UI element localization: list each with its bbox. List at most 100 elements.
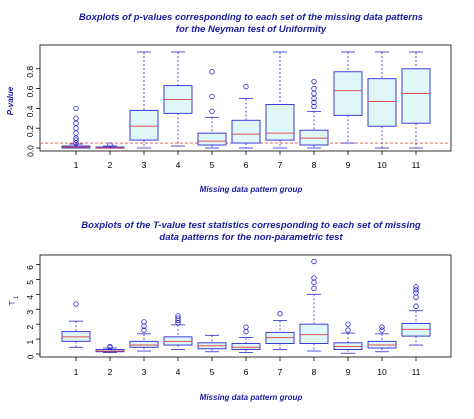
chart2-box-6: [231, 324, 261, 353]
chart1-panel: 0.0 0.2 0.4 0.6 0.8 1 2 3 4 5 6 7 8 9 10 11: [25, 44, 452, 170]
outlier-point: [311, 285, 317, 292]
outlier-point: [345, 321, 351, 327]
chart1-box-2: [95, 142, 125, 149]
outlier-point: [141, 319, 147, 325]
chart2-box-5: [197, 334, 227, 353]
outlier-point: [107, 343, 113, 350]
chart1-box-7: [265, 51, 295, 149]
box-iqr: [333, 71, 363, 116]
chart2-box-9: [333, 321, 363, 354]
outlier-point: [413, 290, 419, 296]
chart1-ytick-label: 0.8: [25, 66, 35, 78]
outlier-point: [345, 327, 351, 333]
box-iqr: [299, 323, 329, 345]
chart1-ytick-label: 0.4: [25, 105, 35, 117]
chart1-xtick-label: 11: [412, 160, 421, 170]
chart2-box-1: [61, 301, 91, 348]
outlier-point: [311, 258, 317, 265]
outlier-point: [73, 105, 79, 112]
chart1-box-8: [299, 78, 329, 149]
outlier-point: [413, 284, 419, 290]
chart1-box-1: [61, 105, 91, 149]
chart2-panel: 0 1 2 3 4 5 6 1 2 3 4 5 6 7 8 9 10 11: [25, 254, 452, 377]
chart1-xtick-label: 10: [377, 160, 387, 170]
chart1-ytick-label: 0.0: [25, 145, 35, 157]
chart1-box-10: [367, 51, 397, 149]
chart2-xtick-label: 8: [312, 367, 317, 377]
box-iqr: [231, 343, 261, 350]
chart1-box-4: [163, 51, 193, 147]
box-iqr: [401, 68, 431, 124]
plots: 0.0 0.2 0.4 0.6 0.8 1 2 3 4 5 6 7 8 9 10 11 0 1 2 3 4 5 6 1 2 3 4 5…: [25, 44, 452, 377]
chart1-xtick-label: 5: [210, 160, 215, 170]
chart2-title-line2: data patterns for the non-parametric tes…: [159, 232, 343, 243]
chart2-xtick-label: 4: [176, 367, 181, 377]
outlier-point: [413, 287, 419, 293]
outlier-point: [243, 328, 249, 335]
outlier-point: [243, 83, 249, 90]
box-iqr: [129, 109, 159, 141]
outlier-point: [73, 115, 79, 121]
chart2-box-8: [299, 258, 329, 352]
chart1-ytick-label: 0.6: [25, 85, 35, 97]
chart1-frame: [39, 44, 452, 152]
chart2-box-4: [163, 313, 193, 350]
chart2-xtick-label: 2: [108, 367, 113, 377]
chart2-xtick-label: 7: [278, 367, 283, 377]
chart2-ytick-label: 3: [25, 310, 35, 315]
chart2-xtick-label: 9: [346, 367, 351, 377]
chart2-ytick-label: 4: [25, 295, 35, 300]
chart2-box-7: [265, 311, 295, 350]
outlier-point: [311, 78, 317, 85]
chart1-title-line1: Boxplots of p-values corresponding to ea…: [79, 12, 423, 23]
chart2-xtick-label: 11: [412, 367, 421, 377]
outlier-point: [175, 315, 181, 321]
chart1-xlabel: Missing data pattern group: [200, 185, 303, 194]
box-iqr: [367, 78, 397, 127]
chart1-xtick-label: 1: [74, 160, 79, 170]
outlier-point: [73, 301, 79, 307]
chart1-ytick-label: 0.2: [25, 125, 35, 137]
chart1-xtick-label: 4: [176, 160, 181, 170]
chart2-frame: [39, 254, 452, 358]
chart1-title-line2: for the Neyman test of Uniformity: [176, 24, 327, 35]
outlier-point: [209, 93, 215, 100]
chart2-xtick-label: 1: [74, 367, 79, 377]
chart2-box-10: [367, 324, 397, 353]
outlier-point: [311, 279, 317, 286]
chart1-box-3: [129, 51, 159, 149]
outlier-point: [73, 137, 79, 143]
outlier-point: [243, 324, 249, 330]
chart2-ytick-label: 6: [25, 265, 35, 270]
chart2-box-11: [401, 284, 431, 346]
chart2-xtick-label: 10: [377, 367, 387, 377]
chart2-ytick-label: 2: [25, 325, 35, 330]
outlier-point: [73, 120, 79, 126]
outlier-point: [277, 311, 283, 317]
outlier-point: [73, 125, 79, 131]
outlier-point: [141, 327, 147, 333]
chart2-ytick-label: 1: [25, 339, 35, 344]
chart1-xtick-label: 9: [346, 160, 351, 170]
chart1-box-6: [231, 83, 261, 149]
outlier-point: [311, 275, 317, 281]
outlier-point: [379, 327, 385, 333]
box-iqr: [265, 103, 295, 141]
chart2-ylabel: T: [8, 300, 17, 305]
box-iqr: [197, 132, 227, 146]
chart2-ylabel-group: T 1: [8, 295, 20, 305]
chart2-xtick-label: 5: [210, 367, 215, 377]
chart2-xlabel: Missing data pattern group: [200, 393, 303, 402]
chart1-box-5: [197, 69, 227, 149]
chart1-xtick-label: 8: [312, 160, 317, 170]
chart2-box-2: [95, 343, 125, 353]
outlier-point: [107, 142, 113, 148]
chart1-xtick-label: 7: [278, 160, 283, 170]
outlier-point: [311, 90, 317, 97]
outlier-point: [413, 303, 419, 309]
chart1-box-11: [401, 51, 431, 149]
chart1-ylabel: P-value: [6, 86, 15, 115]
chart2-ytick-label: 0: [25, 354, 35, 359]
